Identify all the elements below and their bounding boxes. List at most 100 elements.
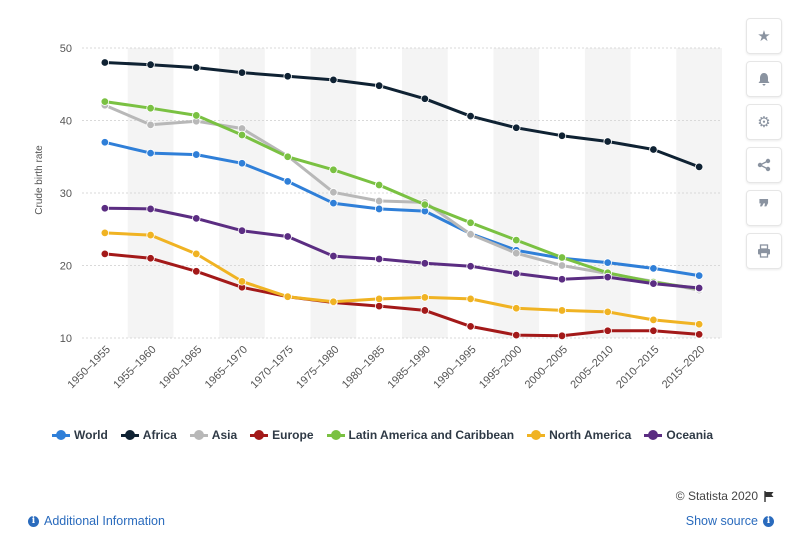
data-point bbox=[329, 165, 338, 174]
x-tick-label: 1960–1965 bbox=[157, 344, 204, 391]
legend-swatch bbox=[120, 429, 139, 441]
data-point bbox=[649, 264, 658, 273]
y-tick-label: 20 bbox=[60, 261, 72, 273]
data-point bbox=[374, 196, 384, 206]
data-point bbox=[694, 320, 704, 329]
legend-item[interactable]: Africa bbox=[120, 428, 177, 442]
x-tick-label: 1985–1990 bbox=[386, 344, 433, 391]
data-point bbox=[466, 262, 475, 271]
settings-button[interactable]: ⚙ bbox=[746, 104, 782, 140]
x-tick-label: 2005–2010 bbox=[568, 344, 615, 391]
data-point bbox=[649, 145, 658, 154]
share-icon bbox=[757, 158, 771, 172]
legend-label: Asia bbox=[211, 428, 238, 442]
data-point bbox=[557, 131, 567, 140]
data-point bbox=[649, 279, 658, 288]
x-tick-label: 2015–2020 bbox=[660, 344, 707, 391]
data-point bbox=[603, 137, 612, 146]
series-line bbox=[104, 231, 700, 326]
data-point bbox=[237, 226, 247, 235]
legend-label: Africa bbox=[142, 428, 177, 442]
x-tick-label: 1965–1970 bbox=[203, 344, 250, 391]
print-icon bbox=[758, 244, 770, 258]
cite-button[interactable]: ❞ bbox=[746, 190, 782, 226]
data-point bbox=[420, 200, 430, 209]
share-button[interactable] bbox=[746, 147, 782, 183]
quote-icon: ❞ bbox=[758, 197, 770, 219]
data-point bbox=[557, 261, 567, 270]
x-tick-label: 1955–1960 bbox=[111, 344, 158, 391]
legend-item[interactable]: Asia bbox=[189, 428, 238, 442]
y-axis-label-box: Crude birth rate bbox=[30, 100, 48, 260]
data-point bbox=[100, 138, 110, 147]
data-point bbox=[694, 271, 704, 280]
data-point bbox=[329, 198, 338, 208]
legend-item[interactable]: World bbox=[52, 428, 108, 442]
data-point bbox=[512, 269, 521, 278]
favorite-button[interactable]: ★ bbox=[746, 18, 782, 54]
data-point bbox=[329, 251, 338, 261]
series-line bbox=[104, 103, 700, 292]
x-tick-label: 1995–2000 bbox=[477, 344, 524, 391]
data-point bbox=[374, 254, 384, 264]
series-line bbox=[104, 140, 700, 278]
y-tick-label: 40 bbox=[60, 116, 72, 128]
data-point bbox=[146, 103, 155, 113]
data-point bbox=[512, 235, 521, 245]
sidebar-toolbar: ★ ⚙ ❞ bbox=[746, 18, 782, 276]
legend-item[interactable]: Latin America and Caribbean bbox=[326, 428, 515, 442]
data-point bbox=[694, 162, 704, 172]
data-point bbox=[374, 204, 384, 214]
series-line bbox=[104, 100, 700, 291]
gear-icon: ⚙ bbox=[757, 114, 771, 131]
legend-swatch bbox=[250, 429, 269, 441]
data-point bbox=[283, 292, 292, 301]
statista-credit[interactable]: © Statista 2020 bbox=[676, 489, 774, 503]
legend-item[interactable]: Europe bbox=[250, 428, 314, 442]
data-point bbox=[420, 293, 430, 302]
print-button[interactable] bbox=[746, 233, 782, 269]
data-point bbox=[146, 120, 155, 130]
data-point bbox=[603, 326, 612, 335]
x-tick-label: 2010–2015 bbox=[614, 344, 661, 391]
data-point bbox=[192, 214, 201, 223]
data-point bbox=[146, 204, 155, 214]
data-point bbox=[512, 330, 521, 340]
data-point bbox=[420, 94, 430, 103]
data-point bbox=[557, 331, 567, 341]
x-tick-label: 2000–2005 bbox=[523, 344, 570, 391]
legend-item[interactable]: North America bbox=[527, 428, 631, 442]
data-point bbox=[329, 188, 338, 197]
data-point bbox=[512, 304, 521, 313]
show-source-link[interactable]: Show source i bbox=[686, 514, 774, 528]
data-point bbox=[283, 72, 292, 81]
data-point bbox=[694, 283, 704, 293]
data-point bbox=[557, 253, 567, 262]
data-point bbox=[420, 306, 430, 315]
legend-swatch bbox=[644, 429, 663, 441]
legend-label: Latin America and Caribbean bbox=[348, 428, 515, 442]
legend-swatch bbox=[52, 429, 70, 441]
info-icon: i bbox=[28, 515, 39, 527]
series-line bbox=[104, 252, 700, 338]
additional-information-link[interactable]: i Additional Information bbox=[28, 514, 165, 528]
data-point bbox=[192, 150, 201, 159]
copyright-text: © Statista 2020 bbox=[675, 489, 758, 503]
data-point bbox=[146, 230, 155, 240]
data-point bbox=[237, 277, 247, 286]
data-point bbox=[237, 68, 247, 77]
star-icon: ★ bbox=[757, 28, 771, 45]
legend-label: Europe bbox=[272, 428, 314, 442]
data-point bbox=[100, 58, 110, 67]
data-point bbox=[283, 177, 292, 186]
notification-button[interactable] bbox=[746, 61, 782, 97]
legend-item[interactable]: Oceania bbox=[644, 428, 713, 442]
flag-icon bbox=[764, 490, 774, 502]
data-point bbox=[374, 294, 384, 304]
data-point bbox=[374, 81, 384, 90]
info-icon: i bbox=[763, 515, 774, 527]
data-point bbox=[374, 180, 384, 190]
data-point bbox=[192, 249, 201, 259]
x-tick-label: 1980–1985 bbox=[340, 344, 387, 391]
